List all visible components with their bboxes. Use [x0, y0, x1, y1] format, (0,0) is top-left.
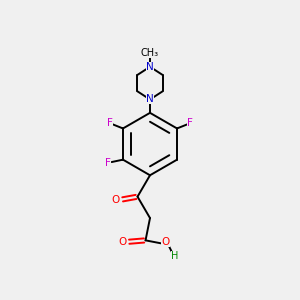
Text: F: F — [105, 158, 111, 168]
Text: F: F — [107, 118, 112, 128]
Text: N: N — [146, 62, 154, 72]
Text: CH₃: CH₃ — [141, 48, 159, 58]
Text: O: O — [118, 237, 127, 247]
Text: F: F — [188, 118, 193, 128]
Text: N: N — [146, 94, 154, 104]
Text: O: O — [161, 237, 169, 248]
Text: O: O — [112, 195, 120, 205]
Text: H: H — [171, 251, 178, 261]
